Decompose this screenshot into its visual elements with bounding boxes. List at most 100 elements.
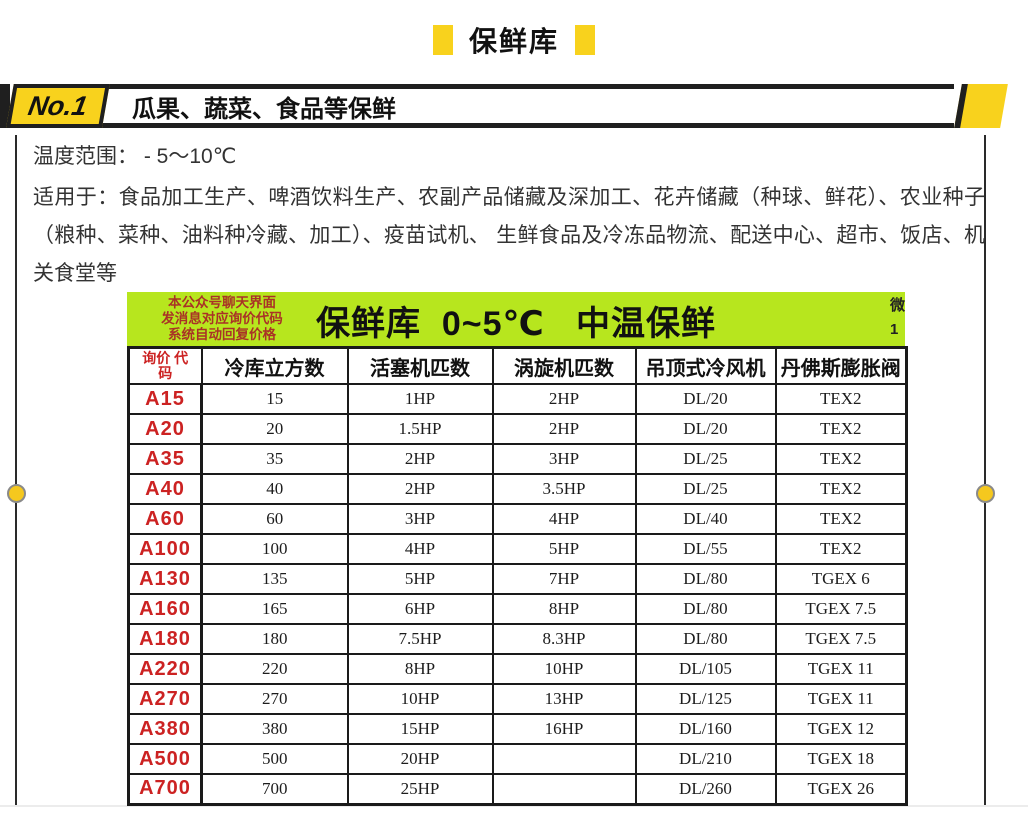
inquiry-code-cell: A160 [127, 593, 203, 625]
spec-cell: 3HP [346, 503, 494, 535]
section-heading: 瓜果、蔬菜、食品等保鲜 [96, 84, 954, 128]
table-row: A270 270 10HP 13HP DL/125 TGEX 11 [127, 683, 908, 715]
spec-cell: TGEX 6 [774, 563, 908, 595]
spec-cell: 13HP [491, 683, 637, 715]
spec-header: 吊顶式冷风机 [634, 346, 777, 385]
section-header-bar: No.1 瓜果、蔬菜、食品等保鲜 [0, 84, 1010, 128]
spec-cell: DL/20 [634, 413, 777, 445]
spec-cell: 700 [200, 773, 349, 805]
spec-cell: 8HP [491, 593, 637, 625]
spec-cell: DL/80 [634, 623, 777, 655]
table-row: A130 135 5HP 7HP DL/80 TGEX 6 [127, 563, 908, 595]
spec-cell: 270 [200, 683, 349, 715]
spec-cell: TEX2 [774, 473, 908, 505]
table-row: A220 220 8HP 10HP DL/105 TGEX 11 [127, 653, 908, 685]
spec-cell: TEX2 [774, 533, 908, 565]
banner-note-line: 系统自动回复价格 [168, 327, 276, 342]
spec-cell: TEX2 [774, 443, 908, 475]
inquiry-code-cell: A20 [127, 413, 203, 445]
section-badge: No.1 [6, 84, 110, 128]
temp-range-text: 温度范围： - 5～10℃ [33, 145, 237, 168]
left-frame-line [15, 135, 17, 805]
intro-paragraph: 适用于：食品加工生产、啤酒饮料生产、农副产品储藏及深加工、花卉储藏（种球、鲜花）… [33, 186, 985, 285]
spec-cell: DL/105 [634, 653, 777, 685]
spec-cell: 100 [200, 533, 349, 565]
page-title: 保鲜库 [468, 26, 559, 57]
right-yellow-bar-icon [575, 25, 595, 55]
table-row: A40 40 2HP 3.5HP DL/25 TEX2 [127, 473, 908, 505]
spec-cell: DL/80 [634, 593, 777, 625]
title-bar: 保鲜库 [0, 20, 1028, 60]
spec-cell: 8HP [346, 653, 494, 685]
spec-cell: 4HP [491, 503, 637, 535]
price-banner: 本公众号聊天界面 发消息对应询价代码 系统自动回复价格 保鲜库 0~5℃ 中温保… [127, 292, 905, 348]
table-row: A380 380 15HP 16HP DL/160 TGEX 12 [127, 713, 908, 745]
banner-title: 保鲜库 0~5℃ 中温保鲜 [315, 305, 717, 343]
banner-clipped-text: 微 1 [890, 297, 905, 338]
banner-note: 本公众号聊天界面 发消息对应询价代码 系统自动回复价格 [132, 295, 312, 343]
spec-cell: DL/25 [634, 443, 777, 475]
spec-cell: DL/55 [634, 533, 777, 565]
spec-cell: 180 [200, 623, 349, 655]
spec-cell: DL/40 [634, 503, 777, 535]
spec-header: 活塞机匹数 [346, 346, 494, 385]
inquiry-code-cell: A35 [127, 443, 203, 475]
spec-cell: DL/80 [634, 563, 777, 595]
inquiry-code-cell: A100 [127, 533, 203, 565]
spec-table: 询价 代码 冷库立方数 活塞机匹数 涡旋机匹数 吊顶式冷风机 丹佛斯膨胀阀 A15 15 1H… [127, 346, 908, 806]
table-row: A180 180 7.5HP 8.3HP DL/80 TGEX 7.5 [127, 623, 908, 655]
spec-cell: 2HP [346, 443, 494, 475]
inquiry-code-cell: A40 [127, 473, 203, 505]
spec-cell: 20 [200, 413, 349, 445]
spec-cell: DL/260 [634, 773, 777, 805]
banner-note-line: 本公众号聊天界面 [168, 295, 276, 310]
inquiry-code-cell: A270 [127, 683, 203, 715]
spec-cell: DL/25 [634, 473, 777, 505]
spec-cell: 135 [200, 563, 349, 595]
spec-cell: 3HP [491, 443, 637, 475]
inquiry-code-header: 询价 代码 [127, 346, 203, 385]
spec-cell: 5HP [491, 533, 637, 565]
spec-cell: 16HP [491, 713, 637, 745]
inquiry-code-cell: A220 [127, 653, 203, 685]
spec-cell: TEX2 [774, 413, 908, 445]
spec-cell: 10HP [346, 683, 494, 715]
intro-block: 温度范围： - 5～10℃ 适用于：食品加工生产、啤酒饮料生产、农副产品储藏及深… [33, 140, 985, 293]
spec-cell: 2HP [491, 383, 637, 415]
spec-cell: 15HP [346, 713, 494, 745]
spec-cell: 1HP [346, 383, 494, 415]
spec-cell: TEX2 [774, 503, 908, 535]
spec-cell: TGEX 7.5 [774, 623, 908, 655]
inquiry-code-cell: A500 [127, 743, 203, 775]
table-row: A60 60 3HP 4HP DL/40 TEX2 [127, 503, 908, 535]
spec-cell: 8.3HP [491, 623, 637, 655]
spec-cell: 25HP [346, 773, 494, 805]
right-frame-line [984, 135, 986, 805]
left-yellow-bar-icon [432, 25, 453, 55]
right-frame-dot-icon [976, 484, 995, 503]
spec-header: 涡旋机匹数 [491, 346, 637, 385]
inquiry-code-cell: A700 [127, 773, 203, 805]
spec-cell: 380 [200, 713, 349, 745]
spec-cell: TGEX 11 [774, 653, 908, 685]
spec-cell: TGEX 11 [774, 683, 908, 715]
spec-cell: 3.5HP [491, 473, 637, 505]
inquiry-code-cell: A130 [127, 563, 203, 595]
spec-cell: 15 [200, 383, 349, 415]
spec-cell: DL/125 [634, 683, 777, 715]
spec-cell: DL/160 [634, 713, 777, 745]
inquiry-code-cell: A60 [127, 503, 203, 535]
inquiry-code-cell: A15 [127, 383, 203, 415]
spec-header: 冷库立方数 [200, 346, 349, 385]
spec-cell: 10HP [491, 653, 637, 685]
spec-cell: 35 [200, 443, 349, 475]
spec-cell: 4HP [346, 533, 494, 565]
spec-cell: TGEX 7.5 [774, 593, 908, 625]
spec-cell: 5HP [346, 563, 494, 595]
table-row: A160 165 6HP 8HP DL/80 TGEX 7.5 [127, 593, 908, 625]
table-row: A35 35 2HP 3HP DL/25 TEX2 [127, 443, 908, 475]
table-row: A20 20 1.5HP 2HP DL/20 TEX2 [127, 413, 908, 445]
spec-header: 丹佛斯膨胀阀 [774, 346, 908, 385]
table-header-row: 询价 代码 冷库立方数 活塞机匹数 涡旋机匹数 吊顶式冷风机 丹佛斯膨胀阀 [127, 346, 908, 385]
spec-cell: 60 [200, 503, 349, 535]
